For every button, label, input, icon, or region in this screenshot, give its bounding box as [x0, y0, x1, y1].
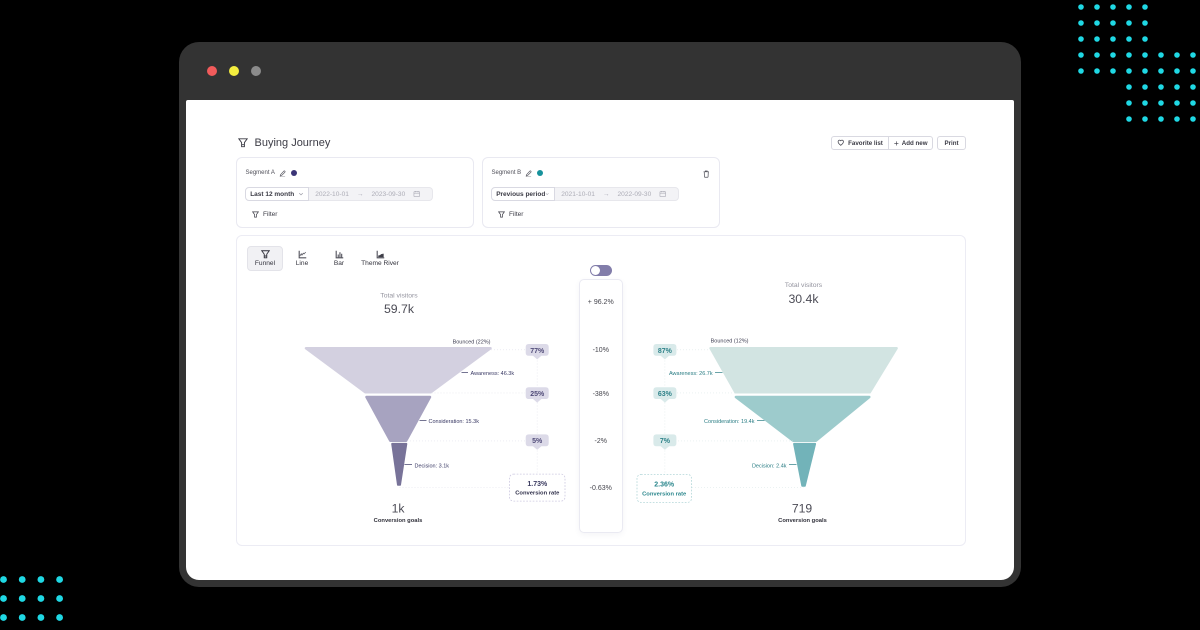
svg-text:719: 719 [792, 502, 813, 516]
svg-text:Conversion rate: Conversion rate [642, 492, 687, 498]
svg-text:2.36%: 2.36% [654, 481, 675, 488]
svg-text:Decision: 3.1k: Decision: 3.1k [415, 464, 450, 470]
svg-text:59.7k: 59.7k [384, 302, 415, 316]
svg-text:Bounced (22%): Bounced (22%) [453, 340, 491, 346]
svg-text:63%: 63% [658, 391, 673, 398]
svg-text:Awareness: 26.7k: Awareness: 26.7k [669, 371, 713, 377]
svg-text:1.73%: 1.73% [527, 481, 548, 488]
svg-text:7%: 7% [660, 438, 671, 445]
svg-text:Total visitors: Total visitors [380, 293, 418, 300]
svg-text:Consideration: 19.4k: Consideration: 19.4k [704, 419, 755, 425]
svg-text:5%: 5% [532, 438, 543, 445]
svg-text:Total visitors: Total visitors [785, 282, 823, 289]
svg-text:Bounced (12%): Bounced (12%) [711, 339, 749, 345]
svg-text:25%: 25% [530, 391, 545, 398]
svg-text:Consideration: 15.3k: Consideration: 15.3k [429, 419, 480, 425]
svg-text:77%: 77% [530, 348, 545, 355]
svg-text:30.4k: 30.4k [788, 292, 819, 306]
svg-text:Awareness: 46.3k: Awareness: 46.3k [471, 371, 515, 377]
svg-text:Conversion rate: Conversion rate [515, 491, 560, 497]
svg-text:Decision: 2.4k: Decision: 2.4k [752, 464, 787, 470]
svg-text:87%: 87% [658, 348, 673, 355]
svg-text:Conversion goals: Conversion goals [778, 518, 827, 524]
svg-text:Conversion goals: Conversion goals [374, 518, 423, 524]
svg-text:1k: 1k [392, 502, 406, 516]
